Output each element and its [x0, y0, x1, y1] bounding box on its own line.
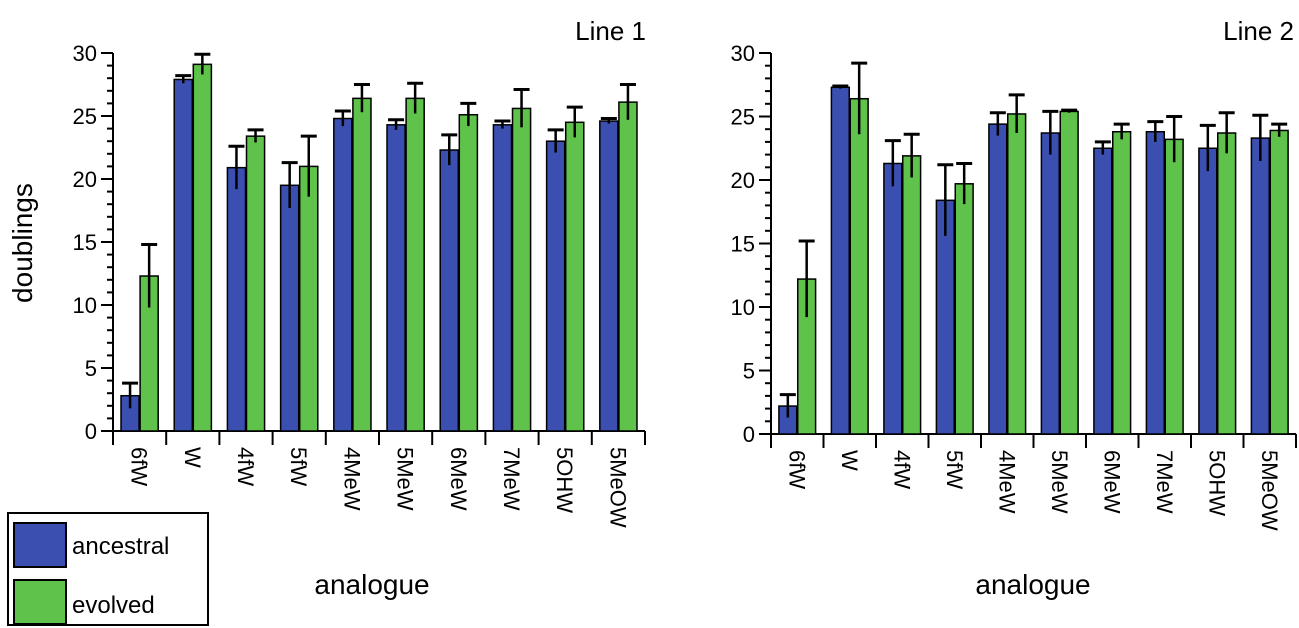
x-axis-title-right: analogue [975, 569, 1090, 600]
bar-ancestral-5MeW [1040, 132, 1061, 435]
y-tick-label: 0 [85, 419, 97, 444]
bar-ancestral-5OHW [545, 140, 566, 432]
x-tick-label-6MeW: 6MeW [446, 447, 471, 511]
bar-ancestral-6MeW [439, 149, 460, 432]
legend: ancestral evolved [7, 512, 209, 626]
bar-ancestral-W [173, 78, 194, 432]
x-tick-label-5MeOW: 5MeOW [1257, 450, 1282, 531]
x-tick-label-5MeOW: 5MeOW [605, 447, 630, 528]
x-tick-label-5OHW: 5OHW [552, 447, 577, 513]
x-tick-label-6MeW: 6MeW [1099, 450, 1124, 514]
bar-evolved-7MeW [511, 107, 532, 432]
bar-ancestral-4MeW [988, 123, 1008, 435]
chart-panel-line-2: 0 5 10 15 20 25 30 6fW W 4fW 5fW 4MeW 5MeW 6MeW 7MeW 5O… [731, 41, 1297, 531]
y-tick-label: 30 [73, 41, 97, 66]
bar-evolved-4fW [902, 155, 922, 435]
bar-ancestral-6MeW [1093, 147, 1113, 435]
x-tick-label-7MeW: 7MeW [499, 447, 524, 511]
bar-evolved-5OHW [564, 121, 585, 432]
bar-evolved-6MeW [1112, 130, 1132, 435]
y-axis-title-left: doublings [7, 183, 38, 303]
y-tick-label: 10 [73, 293, 97, 318]
bar-ancestral-5MeW [386, 124, 406, 432]
x-tick-label-4fW: 4fW [233, 447, 258, 486]
y-tick-label: 20 [731, 168, 755, 193]
bar-ancestral-5MeOW [599, 120, 619, 432]
bar-evolved-W [192, 63, 213, 432]
bar-evolved-7MeW [1164, 138, 1184, 435]
bar-evolved-5MeW [1059, 110, 1079, 435]
bar-evolved-W [849, 97, 869, 435]
x-tick-label-5OHW: 5OHW [1204, 450, 1229, 516]
x-tick-label-4fW: 4fW [889, 450, 914, 489]
x-tick-label-5MeW: 5MeW [393, 447, 418, 511]
bar-ancestral-4MeW [333, 117, 353, 432]
x-tick-label-4MeW: 4MeW [994, 450, 1019, 514]
y-tick-label: 15 [731, 232, 755, 257]
chart-title-right: Line 2 [1223, 16, 1294, 46]
bar-ancestral-7MeW [492, 124, 513, 432]
bar-evolved-5fW [954, 183, 974, 435]
bar-evolved-4MeW [352, 97, 372, 432]
y-tick-label: 5 [743, 359, 755, 384]
x-tick-label-7MeW: 7MeW [1152, 450, 1177, 514]
x-tick-label-5MeW: 5MeW [1047, 450, 1072, 514]
chart-panel-line-1: 0 5 10 15 20 25 30 6fW W 4fW 5fW 4MeW 5MeW 6MeW 7MeW 5O… [73, 41, 646, 528]
x-tick-label-4MeW: 4MeW [339, 447, 364, 511]
y-tick-label: 20 [73, 167, 97, 192]
bar-ancestral-5fW [279, 184, 300, 432]
bar-ancestral-W [830, 86, 851, 435]
bar-evolved-5OHW [1217, 132, 1237, 435]
x-tick-label-5fW: 5fW [942, 450, 967, 489]
bar-ancestral-5OHW [1198, 147, 1218, 435]
legend-label-evolved: evolved [72, 592, 155, 619]
bar-ancestral-4fW [226, 166, 247, 432]
bar-evolved-5MeW [405, 97, 425, 432]
y-tick-label: 0 [743, 422, 755, 447]
bar-evolved-5fW [298, 165, 319, 432]
y-tick-label: 5 [85, 356, 97, 381]
x-tick-label-W: W [837, 450, 862, 471]
bar-evolved-6MeW [458, 113, 479, 432]
bar-ancestral-4fW [883, 162, 903, 435]
bar-evolved-5MeOW [618, 101, 638, 432]
x-tick-label-5fW: 5fW [286, 447, 311, 486]
x-tick-label-6fW: 6fW [784, 450, 809, 489]
y-tick-label: 25 [73, 104, 97, 129]
legend-swatch-evolved [13, 579, 67, 625]
bar-ancestral-7MeW [1145, 130, 1166, 435]
y-tick-label: 15 [73, 230, 97, 255]
y-tick-label: 10 [731, 295, 755, 320]
x-axis-title-left: analogue [314, 569, 429, 600]
bar-evolved-5MeOW [1269, 129, 1289, 435]
legend-label-ancestral: ancestral [72, 533, 169, 560]
bar-ancestral-5MeOW [1250, 137, 1271, 435]
y-tick-label: 25 [731, 105, 755, 130]
x-tick-label-6fW: 6fW [127, 447, 152, 486]
chart-title-left: Line 1 [575, 16, 646, 46]
bar-evolved-4fW [245, 135, 266, 432]
x-tick-label-W: W [180, 447, 205, 468]
bar-evolved-4MeW [1007, 113, 1027, 435]
legend-swatch-ancestral [13, 522, 67, 568]
y-tick-label: 30 [731, 41, 755, 66]
